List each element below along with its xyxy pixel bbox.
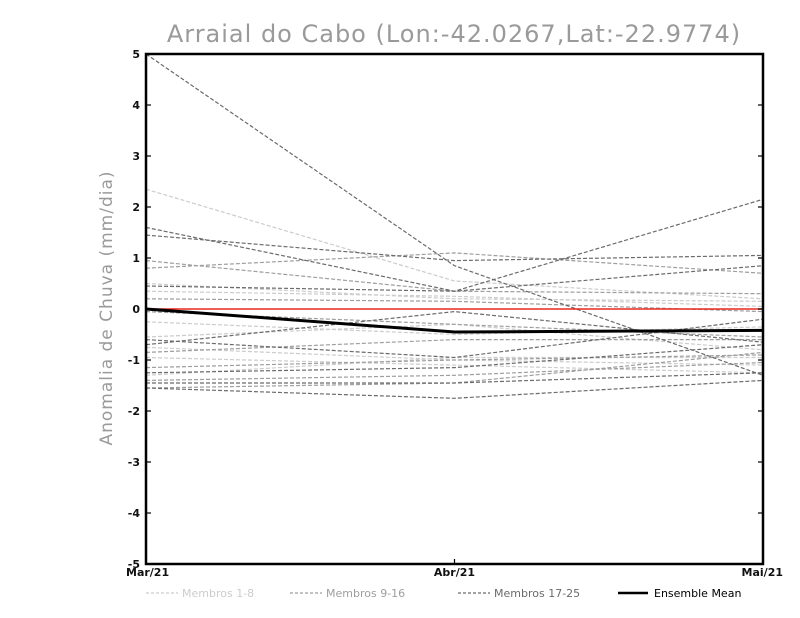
ensemble-mean-layer: [145, 307, 764, 334]
member-series-line-3: [145, 290, 764, 307]
member-series-line-15: [145, 361, 764, 381]
member-series-line-14: [145, 354, 764, 369]
member-series-line-11: [145, 298, 764, 313]
chart-legend: Membros 1-8 Membros 9-16 Membros 17-25 Ense…: [146, 587, 741, 600]
legend-label: Ensemble Mean: [654, 587, 741, 600]
y-tick-label: 4: [132, 99, 140, 112]
series-layer: [145, 53, 764, 399]
member-series-line-18: [145, 198, 764, 292]
legend-label: Membros 1-8: [182, 587, 254, 600]
member-series-line-1: [145, 188, 764, 300]
legend-label: Membros 17-25: [494, 587, 580, 600]
member-series-line-19: [145, 234, 764, 262]
chart-title: Arraial do Cabo (Lon:-42.0267,Lat:-22.97…: [167, 20, 741, 48]
y-tick-label: -1: [128, 354, 140, 367]
member-series-line-23: [145, 344, 764, 374]
member-series-line-25: [145, 379, 764, 399]
member-series-line-13: [145, 339, 763, 353]
y-tick-label: 0: [132, 303, 140, 316]
member-series-line-8: [145, 323, 764, 351]
y-tick-label: 3: [132, 150, 140, 163]
x-tick-label: Abr/21: [434, 566, 475, 579]
y-tick-label: -4: [128, 507, 141, 520]
member-series-line-20: [145, 265, 764, 292]
y-axis-ticks: 5 4 3 2 1 0 -1 -2 -3 -4 -5: [128, 48, 763, 571]
legend-label: Membros 9-16: [326, 587, 405, 600]
x-tick-label: Mar/21: [126, 566, 169, 579]
y-tick-label: 2: [132, 201, 140, 214]
y-axis-label: Anomalia de Chuva (mm/dia): [97, 170, 117, 445]
member-series-line-9: [145, 252, 764, 274]
member-series-line-2: [145, 282, 764, 302]
y-tick-label: -3: [128, 456, 140, 469]
y-tick-label: 5: [132, 48, 140, 61]
member-series-line-24: [146, 372, 764, 384]
y-tick-label: 1: [132, 252, 140, 265]
ensemble-mean-line: [145, 307, 764, 334]
member-series-line-10: [145, 260, 764, 295]
y-tick-label: -2: [128, 405, 140, 418]
member-series-line-4: [145, 321, 764, 336]
y-tick-label: -5: [128, 558, 140, 571]
x-tick-label: Mai/21: [742, 566, 783, 579]
member-series-line-17: [145, 53, 764, 376]
member-series-line-6: [145, 356, 764, 374]
x-axis-ticks: Mar/21 Abr/21 Mai/21: [126, 559, 783, 579]
